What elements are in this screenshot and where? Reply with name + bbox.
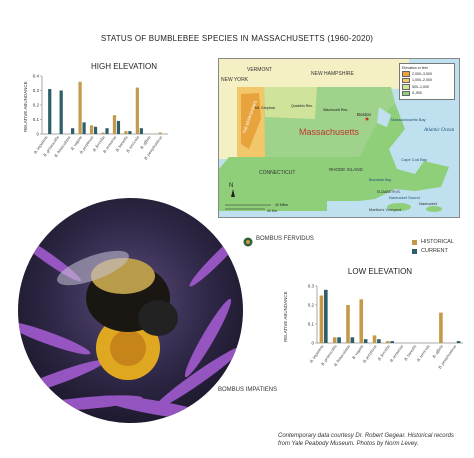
legend-current-swatch (412, 248, 417, 254)
bar-current (71, 128, 75, 134)
map-label-connecticut: CONNECTICUT (259, 170, 295, 176)
map-legend-swatch (402, 90, 410, 96)
map-scale-mi: 40 Miles (275, 203, 288, 207)
high-elevation-title: HIGH ELEVATION (91, 62, 157, 71)
bar-historical (359, 299, 364, 343)
bar-historical (386, 341, 390, 343)
map-legend-swatch (402, 71, 410, 77)
map-label-vermont: VERMONT (247, 67, 272, 73)
map-legend-label: 1,000–2,000 (412, 78, 432, 83)
map-label-nantucket-sound: Nantucket Sound (389, 195, 420, 200)
credit-text: Contemporary data courtesy Dr. Robert Ge… (278, 433, 454, 447)
map-label-elizabeth: ELIZABETH IS. (377, 190, 401, 194)
bar-current (377, 339, 381, 343)
caption-impatiens: BOMBUS IMPATIENS (218, 387, 278, 393)
y-tick-label: 0.1 (308, 322, 315, 327)
bar-historical (332, 337, 337, 343)
bar-current (337, 337, 341, 343)
map-label-nantucket: Nantucket (419, 201, 438, 206)
map-label-new-hampshire: NEW HAMPSHIRE (311, 71, 354, 77)
map-label-buzzards: Buzzards Bay (369, 178, 391, 182)
y-tick-label: 0 (36, 132, 39, 137)
title-years: (1960-2020) (327, 34, 374, 43)
bee-illustration (18, 198, 243, 423)
x-tick-label: B. terricola (415, 344, 430, 363)
x-tick-label: B. ternarius (389, 343, 405, 363)
map-label-ma-bay: Massachusetts Bay (391, 117, 426, 122)
bar-historical (439, 312, 443, 343)
y-tick-label: 0.1 (33, 117, 40, 122)
bar-current (324, 289, 328, 343)
map-label-greylock: Mt. Greylock (255, 106, 275, 110)
bar-historical (101, 132, 105, 134)
map-label-rhode-island: RHODE ISLAND (329, 167, 364, 172)
bar-historical (372, 335, 377, 343)
y-tick-label: 0.3 (308, 284, 315, 289)
legend-historical: HISTORICAL (412, 239, 454, 245)
bee-photo (18, 198, 243, 423)
map-label-cape-cod-bay: Cape Cod Bay (401, 157, 427, 162)
bar-current (350, 337, 355, 343)
bar-current (363, 339, 368, 343)
map-legend-title: Elevation in feet (402, 66, 428, 70)
map-legend-swatch (402, 84, 410, 90)
bar-historical (78, 81, 82, 134)
y-tick-label: 0.2 (33, 103, 40, 108)
map-title: Massachusetts (299, 127, 360, 137)
x-tick-label: B. vagans (351, 343, 365, 360)
bar-current (59, 90, 63, 134)
low-elevation-title: LOW ELEVATION (347, 267, 413, 276)
fervidus-icon (243, 234, 253, 252)
map-legend-swatch (402, 77, 410, 83)
map-legend-item: 500–1,000 (402, 84, 452, 90)
bar-historical (135, 87, 139, 134)
bar-current (128, 131, 132, 134)
bar-historical (319, 295, 324, 343)
svg-text:N: N (229, 183, 233, 189)
map-legend-label: 2,000–3,500 (412, 71, 432, 76)
x-tick-label: B. affinis (431, 343, 444, 359)
map-scale-km: 40 Km (267, 209, 277, 213)
y-tick-label: 0.4 (33, 74, 40, 79)
map-label-atlantic: Atlantic Ocean (423, 128, 455, 133)
bar-historical (89, 125, 94, 134)
caption-fervidus: BOMBUS FERVIDUS (256, 236, 314, 242)
map-graphic: NEW YORK VERMONT NEW HAMPSHIRE CONNECTIC… (219, 59, 459, 217)
map-legend-label: 0–500 (412, 91, 422, 96)
map-label-new-york: NEW YORK (221, 77, 249, 83)
page-title: STATUS OF BUMBLEBEE SPECIES IN MASSACHUS… (0, 34, 474, 43)
bar-current (139, 128, 143, 134)
legend-historical-swatch (412, 239, 417, 245)
map-label-quabbin: Quabbin Res. (291, 104, 313, 108)
map-label-boston: Boston (357, 112, 372, 117)
bar-current (456, 341, 461, 343)
bar-current (116, 120, 121, 134)
map-legend-label: 500–1,000 (412, 84, 429, 89)
bar-current (105, 128, 109, 134)
bar-historical (346, 305, 350, 343)
bar-current (93, 126, 98, 134)
y-tick-label: 0.3 (33, 88, 40, 93)
bar-current (390, 341, 394, 343)
bar-historical (112, 115, 117, 134)
y-tick-label: 0.2 (308, 303, 315, 308)
bar-historical (124, 131, 128, 134)
bar-current (82, 122, 86, 134)
map-label-marthas: Martha's Vineyard (369, 207, 401, 212)
massachusetts-map: NEW YORK VERMONT NEW HAMPSHIRE CONNECTIC… (218, 58, 460, 218)
legend-current: CURRENT (412, 248, 448, 254)
legend-historical-label: HISTORICAL (421, 239, 454, 245)
map-legend: Elevation in feet 2,000–3,500 1,000–2,000… (399, 63, 455, 100)
map-legend-item: 1,000–2,000 (402, 77, 452, 83)
bar-current (48, 89, 52, 134)
map-label-wachusett: Wachusett Res. (323, 108, 348, 112)
legend-current-label: CURRENT (421, 248, 448, 254)
map-legend-item: 0–500 (402, 90, 452, 96)
title-text: STATUS OF BUMBLEBEE SPECIES IN MASSACHUS… (100, 34, 325, 43)
map-legend-item: 2,000–3,500 (402, 71, 452, 77)
y-tick-label: 0 (311, 341, 314, 346)
bar-historical (158, 132, 162, 134)
